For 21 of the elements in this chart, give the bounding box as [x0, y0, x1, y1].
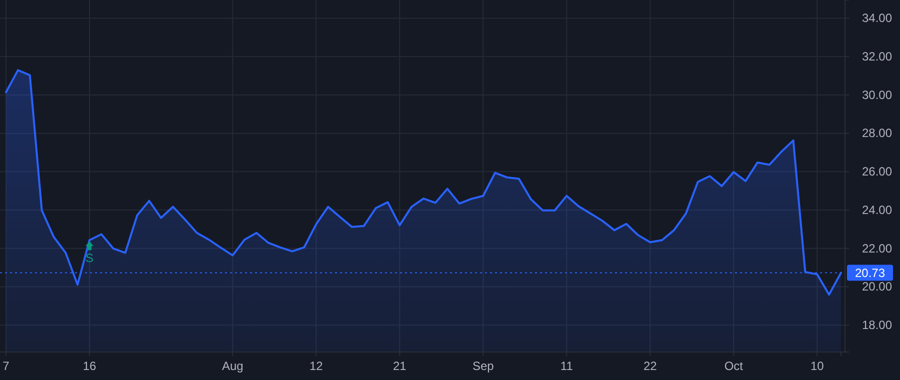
x-tick-label: 22 [643, 358, 658, 373]
annotation: S [85, 251, 94, 266]
y-tick-label: 26.00 [862, 164, 892, 179]
ref-line-label: 20.73 [854, 266, 886, 280]
x-tick-label: 16 [82, 358, 96, 373]
x-tick-label: 21 [392, 358, 407, 373]
y-tick-label: 20.00 [862, 280, 892, 294]
y-tick-label: 18.00 [862, 318, 892, 332]
x-tick-label: 10 [810, 358, 824, 373]
y-tick-label: 24.00 [862, 202, 892, 217]
x-tick-label: Oct [724, 358, 744, 373]
x-tick-label: Aug [222, 358, 244, 373]
x-tick-label: 11 [560, 358, 574, 373]
x-tick-label: 12 [309, 358, 324, 373]
y-tick-label: 28.00 [862, 126, 892, 140]
y-tick-label: 32.00 [862, 49, 892, 64]
y-tick-label: 30.00 [862, 88, 892, 102]
x-tick-label: Sep [472, 358, 494, 373]
y-tick-label: 22.00 [862, 241, 892, 256]
x-tick-label: 7 [2, 358, 10, 373]
y-tick-label: 34.00 [862, 11, 892, 26]
